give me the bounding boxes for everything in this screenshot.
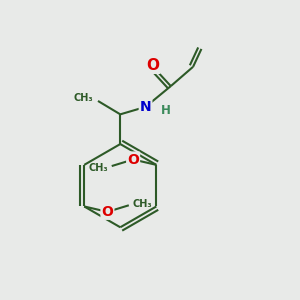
Text: O: O — [101, 205, 113, 219]
Text: CH₃: CH₃ — [74, 93, 94, 103]
Text: N: N — [140, 100, 152, 114]
Text: O: O — [146, 58, 160, 73]
Text: CH₃: CH₃ — [132, 199, 152, 209]
Text: H: H — [161, 104, 171, 117]
Text: CH₃: CH₃ — [88, 163, 108, 172]
Text: O: O — [127, 152, 139, 167]
